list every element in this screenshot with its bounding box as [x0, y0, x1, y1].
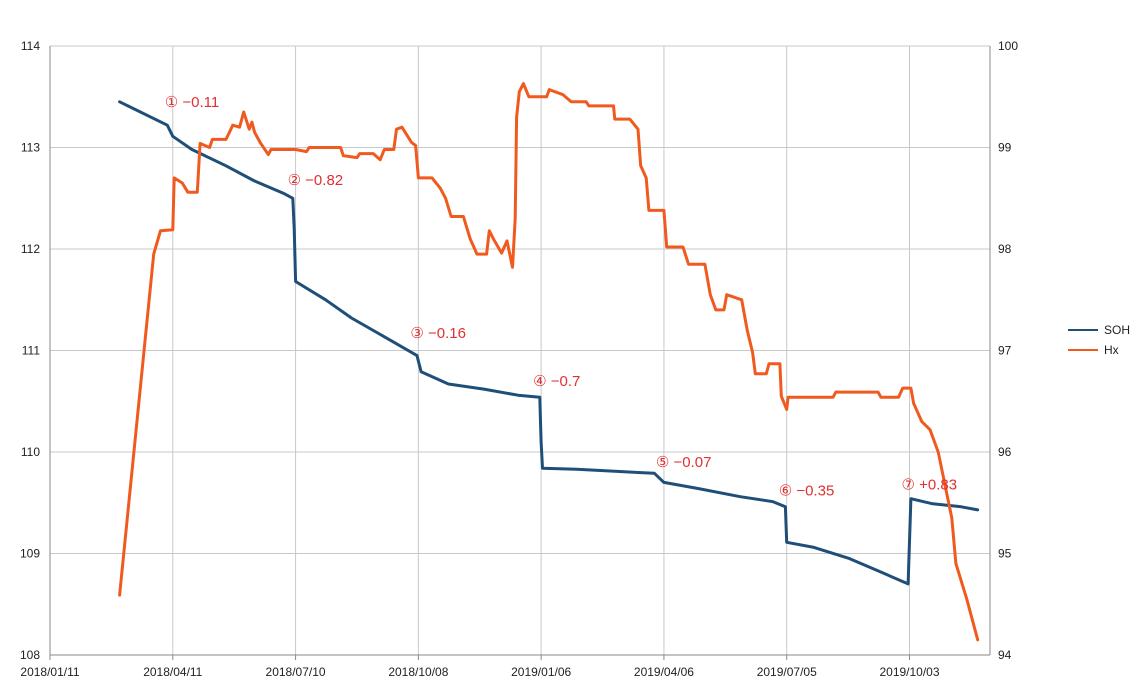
x-tick-label: 2018/10/08: [388, 665, 448, 679]
series-line-soh: [118, 100, 980, 586]
x-tick-label: 2019/04/06: [634, 665, 694, 679]
left-tick-label: 110: [21, 445, 40, 459]
series-layer: [118, 82, 980, 642]
annotations: ① −0.11 ② −0.82 ③ −0.16 ④ −0.7 ⑤ −0.07 ⑥ −0.3…: [165, 94, 957, 500]
right-tick-label: 94: [998, 648, 1012, 662]
right-tick-label: 97: [998, 344, 1012, 358]
x-tick-label: 2019/01/06: [511, 665, 571, 679]
x-tick-label: 2019/07/05: [757, 665, 817, 679]
annotation-label: ① −0.11: [165, 94, 219, 111]
axes: [49, 46, 991, 660]
left-tick-label: 114: [21, 39, 40, 53]
right-tick-label: 95: [998, 547, 1012, 561]
legend-label-soh: SOH: [1104, 323, 1130, 337]
left-tick-label: 111: [22, 344, 41, 358]
series-line-hx: [118, 82, 980, 642]
annotation-label: ② −0.82: [288, 172, 344, 189]
left-tick-label: 109: [20, 547, 40, 561]
right-axis-ticks: 94 95 96 97 98 99 100: [998, 39, 1018, 662]
x-tick-label: 2018/04/11: [143, 665, 202, 679]
left-tick-label: 112: [21, 242, 40, 256]
annotation-label: ⑤ −0.07: [656, 454, 712, 471]
x-tick-label: 2019/10/03: [879, 665, 939, 679]
right-tick-label: 96: [998, 445, 1012, 459]
left-tick-label: 108: [20, 648, 40, 662]
left-tick-label: 113: [21, 141, 40, 155]
right-tick-label: 98: [998, 242, 1012, 256]
legend: SOH Hx: [1068, 323, 1130, 357]
annotation-label: ③ −0.16: [410, 325, 466, 342]
left-axis-ticks: 108 109 110 111 112 113 114: [20, 39, 40, 662]
annotation-label: ⑥ −0.35: [779, 483, 835, 500]
right-tick-label: 100: [998, 39, 1018, 53]
right-tick-label: 99: [998, 141, 1012, 155]
legend-label-hx: Hx: [1104, 343, 1119, 357]
gridlines: [49, 45, 990, 656]
x-tick-label: 2018/07/10: [266, 665, 326, 679]
annotation-label: ⑦ +0.83: [902, 476, 958, 493]
annotation-label: ④ −0.7: [533, 373, 580, 390]
x-tick-label: 2018/01/11: [20, 665, 79, 679]
x-axis-ticks: 2018/01/11 2018/04/11 2018/07/10 2018/10/08…: [20, 665, 939, 679]
